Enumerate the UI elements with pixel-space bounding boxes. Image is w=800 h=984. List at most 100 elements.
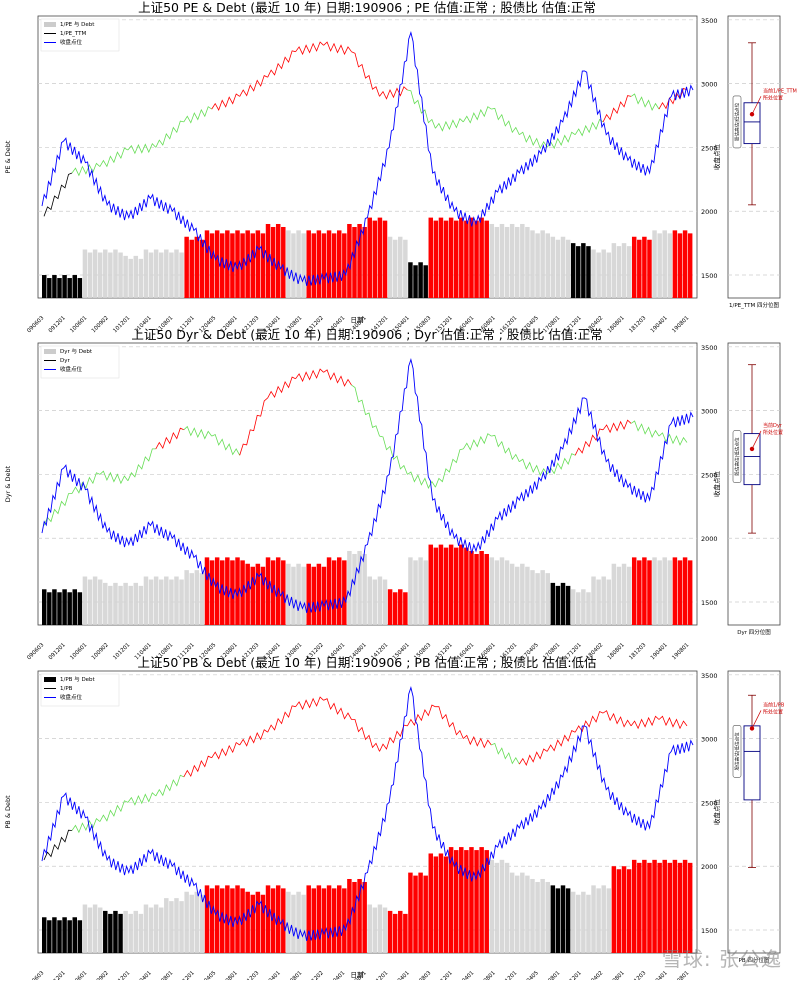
debt-bar: [555, 239, 561, 298]
debt-bar: [403, 592, 408, 625]
debt-bar: [42, 917, 47, 953]
x-tick-label: 170801: [542, 970, 561, 980]
debt-bar: [514, 226, 520, 298]
debt-bar: [652, 557, 657, 625]
debt-bar: [169, 901, 174, 953]
debt-bar: [637, 862, 642, 953]
ratio-line-segment: [546, 730, 576, 752]
debt-bar: [47, 920, 52, 953]
debt-bar: [687, 560, 693, 625]
ratio-line-segment: [155, 774, 184, 797]
debt-bar: [311, 566, 317, 625]
debt-bar: [97, 907, 103, 953]
ratio-line-segment: [323, 698, 352, 720]
debt-bar: [392, 592, 398, 625]
debt-bar: [398, 910, 403, 953]
debt-bar: [108, 252, 113, 298]
debt-bar: [555, 888, 561, 953]
debt-bar: [164, 249, 169, 298]
debt-bar: [42, 589, 47, 625]
debt-bar: [504, 226, 510, 298]
debt-bar: [87, 579, 93, 625]
debt-bar: [677, 560, 683, 625]
debt-bar: [220, 888, 225, 953]
debt-bar: [392, 913, 398, 953]
debt-bar: [331, 560, 337, 625]
x-tick-label: 131202: [306, 970, 325, 980]
ratio-line-segment: [602, 95, 632, 123]
debt-bar: [576, 894, 581, 953]
debt-bar: [418, 557, 423, 625]
ratio-line-segment: [574, 428, 604, 456]
ratio-line-segment: [574, 118, 604, 137]
y-axis-label: PB & Debt: [4, 795, 12, 829]
x-tick-label: 100601: [69, 970, 88, 980]
debt-bar: [535, 881, 540, 953]
debt-bar: [509, 223, 515, 298]
debt-bar: [560, 582, 566, 625]
box-frame: [727, 15, 781, 299]
legend-label: 1/PB: [60, 686, 73, 692]
x-tick-label: 091201: [48, 315, 67, 334]
x-tick-label: 130801: [284, 970, 303, 980]
debt-bar: [321, 233, 327, 298]
debt-bar: [606, 579, 612, 625]
ratio-line-segment: [379, 435, 408, 475]
right-tick-label: 2000: [701, 535, 718, 543]
ratio-line-segment: [43, 493, 72, 526]
debt-bar: [545, 573, 550, 625]
debt-bar: [611, 866, 617, 953]
debt-bar: [616, 566, 622, 625]
debt-bar: [331, 233, 337, 298]
debt-bar: [570, 589, 576, 625]
debt-bar: [194, 570, 200, 625]
debt-bar: [459, 847, 464, 953]
debt-bar: [209, 888, 215, 953]
debt-bar: [657, 233, 662, 298]
ratio-line-segment: [602, 419, 632, 434]
debt-bar: [164, 576, 169, 625]
debt-bar: [138, 258, 144, 298]
right-axis-label: 收盘点位: [712, 144, 721, 171]
debt-bar: [464, 220, 469, 298]
debt-bar: [453, 850, 459, 953]
debt-bar: [123, 910, 128, 953]
debt-bar: [291, 894, 296, 953]
debt-bar: [321, 566, 327, 625]
debt-bar: [540, 230, 545, 298]
debt-bar: [352, 553, 357, 625]
debt-bar: [158, 907, 164, 953]
x-tick-label: 101201: [112, 642, 131, 661]
box-side-label: 股估高估|低估点位: [734, 437, 741, 476]
x-tick-label: 180801: [607, 970, 626, 980]
debt-bar: [448, 217, 454, 298]
chart-panel-3: 上证50 PB & Debt (最近 10 年) 日期:190906 ; PB …: [4, 655, 785, 984]
x-tick-label: 180402: [585, 970, 604, 980]
debt-bar: [336, 885, 342, 953]
debt-bar: [377, 904, 383, 953]
debt-bar: [387, 236, 393, 298]
debt-bar: [428, 544, 434, 625]
debt-bar: [57, 920, 62, 953]
ratio-line-segment: [43, 829, 73, 861]
debt-bar: [642, 236, 647, 298]
debt-bar: [301, 566, 306, 625]
debt-bar: [255, 563, 261, 625]
close-line: [41, 30, 694, 286]
debt-bar: [423, 265, 428, 298]
debt-bar: [672, 859, 678, 953]
debt-bar: [87, 252, 93, 298]
debt-bar: [255, 891, 261, 953]
ratio-line-segment: [630, 715, 660, 730]
debt-bar: [489, 557, 495, 625]
debt-bar: [372, 220, 378, 298]
debt-bar: [72, 589, 78, 625]
debt-bar: [52, 275, 57, 298]
debt-bar: [184, 236, 189, 298]
ratio-line-segment: [239, 729, 268, 747]
debt-bar: [545, 881, 550, 953]
x-tick-label: 091201: [48, 970, 67, 980]
debt-bar: [133, 910, 139, 953]
ratio-line-segment: [99, 470, 129, 485]
debt-bar: [296, 230, 301, 298]
